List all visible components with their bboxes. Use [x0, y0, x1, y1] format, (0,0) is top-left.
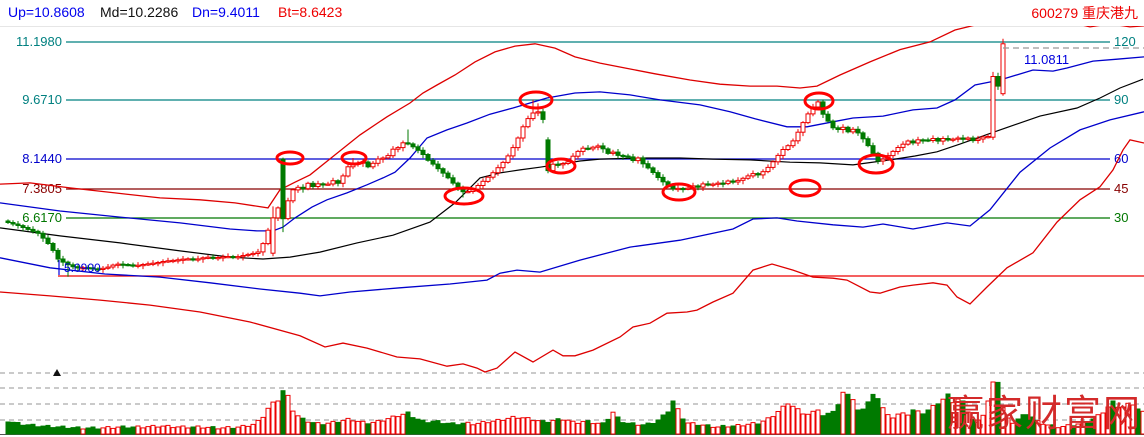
- pct-axis-label: 45: [1114, 181, 1128, 196]
- annotation-circle: [340, 150, 368, 166]
- annotation-circle: [545, 157, 577, 175]
- dn-band-line: [0, 111, 1144, 297]
- annotation-circle: [518, 90, 554, 110]
- outer-upper-band-line: [0, 13, 1144, 209]
- volume-marker-triangle: [53, 369, 61, 376]
- indicator-bar: Up=10.8608 Md=10.2286 Dn=9.4011 Bt=8.642…: [0, 0, 1144, 26]
- price-axis-label: 11.1980: [16, 34, 62, 49]
- price-axis-label: 9.6710: [22, 92, 62, 107]
- indicator-up-value: Up=10.8608: [8, 4, 85, 20]
- indicator-dn-value: Dn=9.4011: [192, 4, 260, 20]
- indicator-md-value: Md=10.2286: [100, 4, 179, 20]
- price-axis-label: 8.1440: [22, 151, 62, 166]
- pct-axis-label: 30: [1114, 210, 1128, 225]
- stock-code-label: 600279 重庆港九: [1031, 5, 1138, 21]
- indicator-bt-value: Bt=8.6423: [278, 4, 343, 20]
- annotation-circle: [443, 186, 485, 206]
- annotation-circle: [803, 91, 835, 111]
- pct-axis-label: 120: [1114, 34, 1136, 49]
- candles: [5, 38, 1006, 277]
- annotation-circles: [275, 90, 895, 206]
- md-band-line: [0, 78, 1144, 260]
- bt-band-line: [0, 139, 1144, 373]
- low-price-label: 5.0900: [64, 261, 101, 275]
- annotation-circle: [788, 178, 822, 198]
- pct-axis-label: 60: [1114, 151, 1128, 166]
- last-price-label: 11.0811: [1024, 52, 1069, 67]
- annotation-circle: [661, 182, 697, 202]
- gridlines: 11.1980 120 9.6710 90 8.1440 60 7.3805 45 6.6170…: [16, 34, 1136, 225]
- up-band-line: [0, 56, 1144, 232]
- pct-axis-label: 90: [1114, 92, 1128, 107]
- price-axis-label: 7.3805: [22, 181, 62, 196]
- annotation-circle: [857, 153, 895, 175]
- annotation-circle: [275, 150, 305, 166]
- price-axis-label: 6.6170: [22, 210, 62, 225]
- volume-bars: [5, 381, 1144, 435]
